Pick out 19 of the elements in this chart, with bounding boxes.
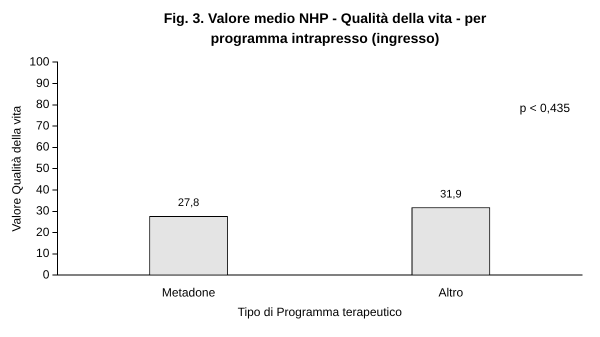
y-tick-label: 50: [36, 161, 50, 176]
y-tick-label: 60: [36, 140, 50, 154]
y-tick-label: 100: [29, 54, 50, 69]
y-tick-label: 20: [36, 224, 50, 239]
y-axis-title: Valore Qualità della vita: [10, 105, 24, 232]
y-tick-label: 90: [36, 76, 50, 90]
x-axis-title: Tipo di Programma terapeutico: [238, 305, 402, 320]
y-tick-label: 80: [36, 97, 50, 112]
y-tick-label: 30: [36, 204, 50, 218]
y-tick-label: 70: [36, 118, 50, 132]
data-label: 31,9: [440, 188, 462, 200]
data-label: 27,8: [178, 196, 200, 209]
x-tick-label: Metadone: [162, 286, 216, 300]
annotation: p < 0,435: [520, 101, 570, 116]
y-tick-label: 40: [36, 182, 50, 196]
y-tick-label: 10: [36, 246, 50, 260]
x-tick-label: Altro: [438, 286, 464, 300]
chart-title: Fig. 3. Valore medio NHP - Qualità della vita - per programma intrapresso (ingresso): [162, 9, 488, 48]
y-tick-label: 0: [42, 268, 50, 282]
